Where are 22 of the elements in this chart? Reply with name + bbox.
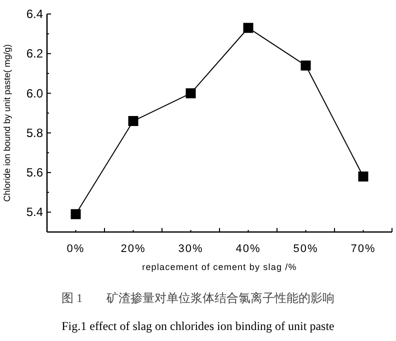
y-tick-label: 6.0	[26, 86, 44, 100]
caption: 图 1 矿渣掺量对单位浆体结合氯离子性能的影响	[62, 291, 334, 305]
point	[300, 60, 311, 71]
point	[186, 88, 196, 98]
x-tick-label: 20%	[120, 243, 146, 255]
x-tick-label: 70%	[350, 243, 376, 255]
x-tick-label: 0%	[66, 243, 85, 255]
x-tick-label: 40%	[236, 243, 261, 255]
point	[243, 22, 254, 33]
y-tick-label: 5.8	[26, 126, 44, 140]
x-tick-label: 50%	[293, 243, 318, 255]
x-axis-title: replacement of cement by slag /%	[142, 262, 297, 272]
y-axis-title: Chloride ion bound by unit paste( mg/g)	[2, 44, 12, 202]
point	[70, 209, 81, 220]
caption: Fig.1 effect of slag on chlorides ion binding of unit paste	[62, 319, 334, 333]
point	[358, 172, 368, 182]
y-tick-label: 6.4	[26, 7, 44, 21]
y-tick-label: 5.6	[26, 166, 44, 180]
y-tick-label: 6.2	[26, 46, 44, 61]
y-tick-label: 5.4	[26, 205, 44, 220]
x-tick-label: 30%	[178, 243, 204, 255]
point	[128, 116, 138, 126]
